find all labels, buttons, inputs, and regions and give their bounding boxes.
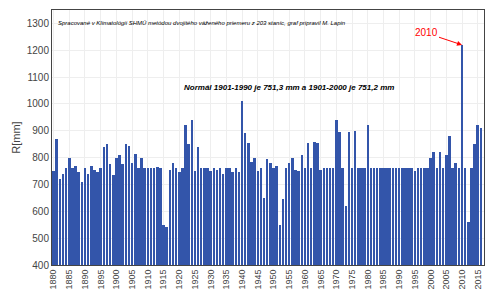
- svg-text:1955: 1955: [284, 270, 294, 290]
- svg-text:Normál 1901-1990 je 751,3 mm a: Normál 1901-1990 je 751,3 mm a 1901-2000…: [184, 83, 394, 92]
- svg-text:1965: 1965: [316, 270, 326, 290]
- svg-text:1995: 1995: [410, 270, 420, 290]
- svg-text:1935: 1935: [221, 270, 231, 290]
- svg-text:700: 700: [32, 179, 49, 190]
- svg-text:1900: 1900: [111, 270, 121, 290]
- svg-text:900: 900: [32, 125, 49, 136]
- svg-text:R[mm]: R[mm]: [10, 121, 22, 153]
- svg-text:800: 800: [32, 152, 49, 163]
- svg-text:1960: 1960: [300, 270, 310, 290]
- svg-text:2010: 2010: [415, 27, 438, 38]
- svg-text:1925: 1925: [190, 270, 200, 290]
- svg-text:1980: 1980: [363, 270, 373, 290]
- svg-text:1000: 1000: [27, 98, 50, 109]
- svg-text:1930: 1930: [206, 270, 216, 290]
- svg-text:500: 500: [32, 233, 49, 244]
- svg-text:2015: 2015: [473, 270, 483, 290]
- svg-text:1975: 1975: [347, 270, 357, 290]
- svg-text:600: 600: [32, 206, 49, 217]
- svg-text:1880: 1880: [48, 270, 58, 290]
- svg-text:1895: 1895: [96, 270, 106, 290]
- svg-text:400: 400: [32, 260, 49, 271]
- svg-text:1905: 1905: [127, 270, 137, 290]
- svg-text:1950: 1950: [268, 270, 278, 290]
- svg-text:1985: 1985: [378, 270, 388, 290]
- svg-text:1940: 1940: [237, 270, 247, 290]
- svg-text:1910: 1910: [143, 270, 153, 290]
- svg-text:1990: 1990: [394, 270, 404, 290]
- svg-text:2010: 2010: [457, 270, 467, 290]
- svg-text:1890: 1890: [80, 270, 90, 290]
- svg-text:1100: 1100: [27, 72, 49, 83]
- svg-text:1200: 1200: [27, 45, 50, 56]
- svg-text:1915: 1915: [158, 270, 168, 290]
- svg-text:1945: 1945: [253, 270, 263, 290]
- svg-text:Spracované v Klimatológii SHMÚ: Spracované v Klimatológii SHMÚ metódou d…: [58, 20, 346, 26]
- svg-text:2000: 2000: [426, 270, 436, 290]
- svg-text:1300: 1300: [27, 18, 50, 29]
- svg-text:1920: 1920: [174, 270, 184, 290]
- svg-text:1970: 1970: [331, 270, 341, 290]
- svg-text:2005: 2005: [441, 270, 451, 290]
- svg-text:1885: 1885: [64, 270, 74, 290]
